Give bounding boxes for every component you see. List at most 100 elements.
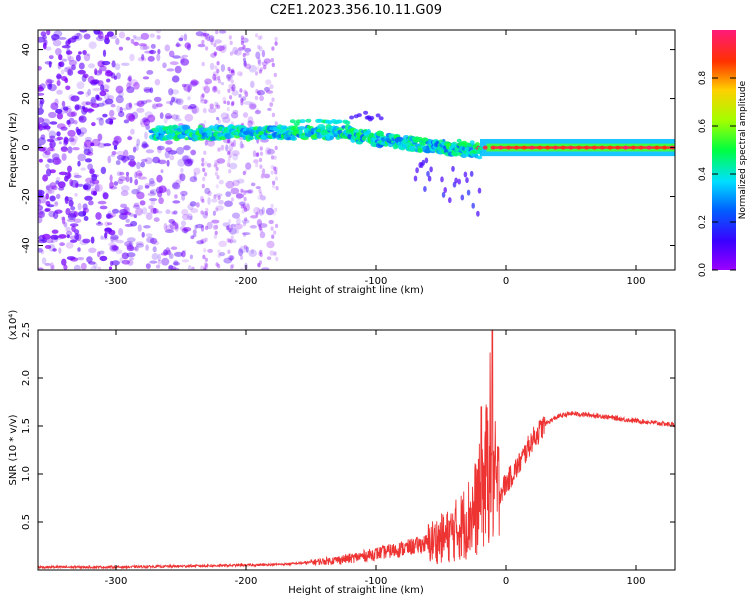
- noise-mark: [135, 241, 144, 246]
- noise-mark: [273, 72, 277, 78]
- noise-mark: [42, 174, 48, 182]
- noise-mark: [65, 230, 73, 236]
- noise-mark: [158, 197, 164, 205]
- noise-mark: [155, 264, 161, 269]
- noise-mark: [96, 117, 104, 121]
- noise-mark: [158, 185, 167, 193]
- snr-x-ticks: -300 -200 -100 0 100: [105, 330, 646, 587]
- noise-mark: [258, 260, 263, 265]
- noise-mark: [42, 238, 48, 244]
- noise-mark: [124, 223, 134, 227]
- noise-mark: [274, 145, 278, 151]
- noise-mark: [216, 175, 220, 180]
- noise-mark: [40, 134, 46, 140]
- noise-mark: [93, 262, 98, 269]
- noise-mark: [138, 43, 147, 47]
- noise-mark: [181, 208, 189, 216]
- noise-mark: [241, 219, 250, 224]
- noise-mark: [77, 183, 84, 187]
- noise-mark: [259, 208, 264, 216]
- noise-mark: [115, 160, 121, 166]
- noise-mark: [139, 200, 146, 206]
- noise-mark: [227, 159, 231, 164]
- noise-mark: [63, 137, 69, 145]
- noise-mark: [90, 187, 97, 195]
- noise-mark: [218, 30, 227, 35]
- noise-mark: [224, 200, 233, 207]
- noise-mark: [256, 219, 262, 227]
- noise-mark: [265, 79, 272, 85]
- noise-mark: [149, 33, 155, 38]
- noise-mark: [231, 68, 235, 73]
- noise-mark: [258, 226, 262, 231]
- noise-mark: [226, 100, 230, 106]
- noise-mark: [231, 142, 235, 147]
- noise-mark: [97, 80, 104, 87]
- noise-mark: [48, 244, 56, 252]
- noise-mark: [138, 176, 147, 180]
- noise-mark: [52, 248, 57, 252]
- noise-mark: [77, 257, 85, 261]
- noise-mark: [98, 69, 103, 74]
- noise-mark: [137, 172, 143, 177]
- noise-mark: [166, 188, 171, 196]
- noise-mark: [130, 38, 135, 44]
- noise-mark: [99, 205, 108, 210]
- noise-mark: [46, 79, 55, 84]
- noise-mark: [200, 210, 204, 215]
- noise-mark: [207, 197, 211, 205]
- noise-mark: [157, 145, 162, 154]
- noise-mark: [181, 54, 188, 58]
- noise-mark: [64, 196, 69, 204]
- noise-mark: [116, 171, 122, 177]
- noise-mark: [56, 89, 63, 95]
- noise-mark: [227, 77, 231, 82]
- noise-mark: [54, 201, 59, 206]
- noise-mark: [142, 76, 150, 80]
- spectrogram-frame: [37, 29, 676, 271]
- noise-mark: [230, 235, 234, 240]
- noise-mark: [99, 255, 108, 262]
- noise-mark: [222, 116, 231, 124]
- noise-mark: [44, 262, 51, 266]
- noise-mark: [256, 66, 260, 71]
- noise-mark: [156, 174, 163, 183]
- noise-mark: [38, 190, 42, 195]
- noise-mark: [255, 152, 259, 158]
- noise-mark: [87, 147, 94, 154]
- noise-mark: [136, 100, 145, 107]
- noise-mark: [200, 94, 205, 102]
- noise-mark: [136, 187, 141, 194]
- noise-mark: [227, 88, 231, 94]
- noise-mark: [254, 110, 261, 115]
- peak-mark: [537, 145, 543, 150]
- noise-mark: [56, 80, 61, 86]
- noise-mark: [140, 161, 146, 168]
- noise-mark: [56, 73, 62, 80]
- noise-mark: [48, 84, 57, 92]
- noise-mark: [79, 239, 89, 246]
- noise-mark: [82, 203, 88, 211]
- snr-panel: -300 -200 -100 0 100 0.5 1.0 1.5 2.0 2.5 Height …: [8, 310, 676, 596]
- noise-mark: [203, 265, 207, 270]
- noise-mark: [261, 49, 266, 58]
- noise-mark: [77, 211, 87, 217]
- band-mark: [298, 129, 303, 135]
- band-mark: [299, 119, 306, 124]
- noise-mark: [49, 195, 56, 202]
- noise-mark: [70, 239, 77, 243]
- noise-mark: [97, 200, 107, 205]
- noise-mark: [83, 148, 91, 156]
- noise-mark: [215, 262, 219, 267]
- noise-mark: [213, 234, 217, 239]
- band-mark: [305, 118, 312, 123]
- noise-mark: [62, 106, 69, 111]
- noise-mark: [197, 43, 206, 48]
- noise-mark: [240, 101, 244, 106]
- noise-mark: [257, 224, 262, 229]
- noise-mark: [66, 105, 71, 110]
- noise-mark: [174, 194, 178, 199]
- noise-mark: [265, 90, 274, 94]
- noise-mark: [189, 80, 198, 87]
- noise-mark: [125, 175, 130, 183]
